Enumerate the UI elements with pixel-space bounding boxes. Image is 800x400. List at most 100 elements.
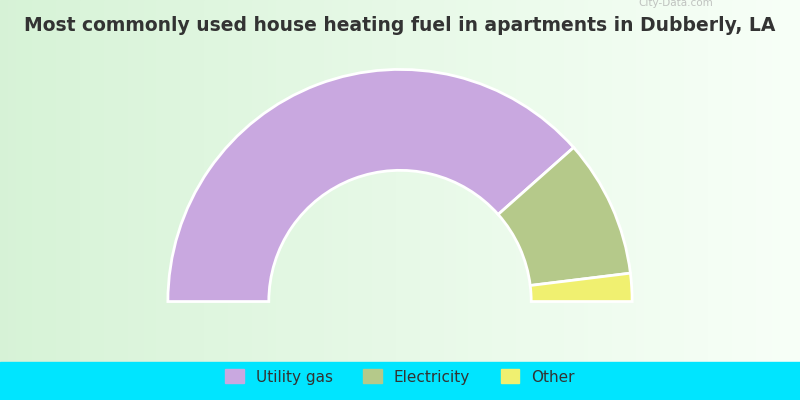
- Bar: [208, 0, 213, 362]
- Bar: [692, 0, 697, 362]
- Bar: [684, 0, 689, 362]
- Bar: [412, 0, 417, 362]
- Bar: [580, 0, 585, 362]
- Text: Most commonly used house heating fuel in apartments in Dubberly, LA: Most commonly used house heating fuel in…: [24, 16, 776, 35]
- Bar: [4, 0, 9, 362]
- Bar: [712, 0, 717, 362]
- Bar: [236, 0, 241, 362]
- Bar: [180, 0, 185, 362]
- Bar: [92, 0, 97, 362]
- Bar: [560, 0, 565, 362]
- Bar: [424, 0, 429, 362]
- Bar: [536, 0, 541, 362]
- Bar: [556, 0, 561, 362]
- Bar: [548, 0, 553, 362]
- Bar: [292, 0, 297, 362]
- Bar: [244, 0, 249, 362]
- Bar: [552, 0, 557, 362]
- Bar: [756, 0, 761, 362]
- Bar: [224, 0, 229, 362]
- Bar: [452, 0, 457, 362]
- Bar: [400, 0, 405, 362]
- Bar: [80, 0, 85, 362]
- Bar: [700, 0, 705, 362]
- Bar: [688, 0, 693, 362]
- Bar: [388, 0, 393, 362]
- Bar: [144, 0, 149, 362]
- Bar: [644, 0, 649, 362]
- Bar: [364, 0, 369, 362]
- Bar: [492, 0, 497, 362]
- Bar: [724, 0, 729, 362]
- Bar: [544, 0, 549, 362]
- Bar: [20, 0, 25, 362]
- Bar: [396, 0, 401, 362]
- Bar: [220, 0, 225, 362]
- Bar: [252, 0, 257, 362]
- Bar: [780, 0, 785, 362]
- Bar: [604, 0, 609, 362]
- Bar: [164, 0, 169, 362]
- Bar: [296, 0, 301, 362]
- Bar: [732, 0, 737, 362]
- Bar: [228, 0, 233, 362]
- Bar: [720, 0, 725, 362]
- Bar: [328, 0, 333, 362]
- Bar: [768, 0, 773, 362]
- Bar: [680, 0, 685, 362]
- Bar: [776, 0, 781, 362]
- Bar: [796, 0, 800, 362]
- Bar: [440, 0, 445, 362]
- Bar: [344, 0, 349, 362]
- Bar: [524, 0, 529, 362]
- Bar: [704, 0, 709, 362]
- Bar: [608, 0, 613, 362]
- Bar: [512, 0, 517, 362]
- Bar: [216, 0, 221, 362]
- Bar: [172, 0, 177, 362]
- Bar: [616, 0, 621, 362]
- Bar: [324, 0, 329, 362]
- Bar: [360, 0, 365, 362]
- Bar: [624, 0, 629, 362]
- Bar: [72, 0, 77, 362]
- Legend: Utility gas, Electricity, Other: Utility gas, Electricity, Other: [219, 363, 581, 391]
- Bar: [24, 0, 29, 362]
- Bar: [148, 0, 153, 362]
- Bar: [532, 0, 537, 362]
- Bar: [620, 0, 625, 362]
- Bar: [392, 0, 397, 362]
- Bar: [332, 0, 337, 362]
- Bar: [792, 0, 797, 362]
- Bar: [68, 0, 73, 362]
- Bar: [140, 0, 145, 362]
- Bar: [596, 0, 601, 362]
- Bar: [168, 0, 173, 362]
- Wedge shape: [498, 148, 630, 286]
- Bar: [640, 0, 645, 362]
- Bar: [648, 0, 653, 362]
- Bar: [188, 0, 193, 362]
- Bar: [484, 0, 489, 362]
- Bar: [576, 0, 581, 362]
- Bar: [740, 0, 745, 362]
- Bar: [44, 0, 49, 362]
- Bar: [304, 0, 309, 362]
- Bar: [260, 0, 265, 362]
- Bar: [160, 0, 165, 362]
- Bar: [708, 0, 713, 362]
- Bar: [264, 0, 269, 362]
- Bar: [356, 0, 361, 362]
- Bar: [204, 0, 209, 362]
- Bar: [272, 0, 277, 362]
- Bar: [352, 0, 357, 362]
- Bar: [460, 0, 465, 362]
- Bar: [320, 0, 325, 362]
- Bar: [660, 0, 665, 362]
- Bar: [312, 0, 317, 362]
- Bar: [408, 0, 413, 362]
- Bar: [232, 0, 237, 362]
- Bar: [564, 0, 569, 362]
- Bar: [104, 0, 109, 362]
- Bar: [384, 0, 389, 362]
